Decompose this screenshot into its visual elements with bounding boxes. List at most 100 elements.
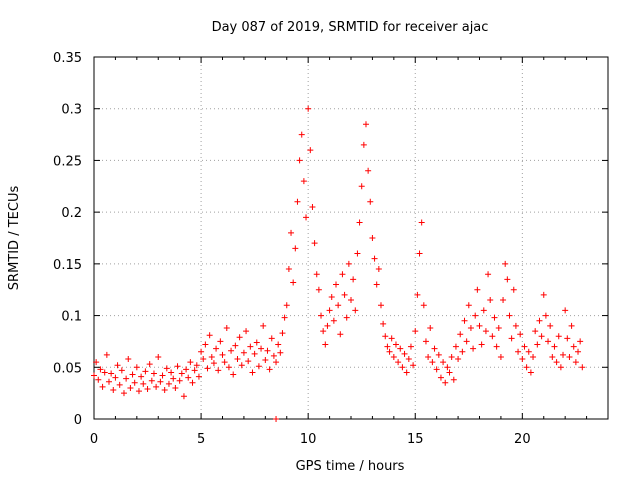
data-point xyxy=(219,351,226,358)
data-point xyxy=(343,314,350,321)
data-point xyxy=(283,302,290,309)
data-point xyxy=(127,384,134,391)
data-point xyxy=(572,359,579,366)
data-point xyxy=(566,353,573,360)
data-point xyxy=(440,359,447,366)
data-point xyxy=(258,345,265,352)
data-point xyxy=(435,351,442,358)
data-point xyxy=(515,348,522,355)
data-point xyxy=(230,371,237,378)
y-tick-label: 0.25 xyxy=(53,154,82,169)
data-point xyxy=(161,387,168,394)
data-point xyxy=(570,343,577,350)
data-point xyxy=(159,372,166,379)
data-point xyxy=(485,271,492,278)
data-point xyxy=(476,322,483,329)
data-point xyxy=(318,312,325,319)
data-point xyxy=(350,276,357,283)
plot-frame xyxy=(93,56,609,420)
data-point xyxy=(294,198,301,205)
data-point xyxy=(240,349,247,356)
data-point xyxy=(138,373,145,380)
data-point xyxy=(110,387,117,394)
data-point xyxy=(260,322,267,329)
data-point xyxy=(322,341,329,348)
data-point xyxy=(540,291,547,298)
data-point xyxy=(225,364,232,371)
data-point xyxy=(185,374,192,381)
data-point xyxy=(268,335,275,342)
data-point xyxy=(326,307,333,314)
data-point xyxy=(296,157,303,164)
y-tick-label: 0 xyxy=(74,413,82,428)
data-point xyxy=(324,322,331,329)
data-point xyxy=(525,348,532,355)
data-point xyxy=(367,198,374,205)
data-point xyxy=(170,375,177,382)
data-point xyxy=(352,307,359,314)
data-point xyxy=(150,370,157,377)
data-point xyxy=(300,178,307,185)
data-point xyxy=(551,343,558,350)
data-point xyxy=(228,347,235,354)
data-point xyxy=(487,297,494,304)
data-point xyxy=(165,380,172,387)
data-point xyxy=(292,245,299,252)
data-point xyxy=(174,363,181,370)
data-point xyxy=(568,322,575,329)
data-point xyxy=(358,183,365,190)
data-point xyxy=(489,333,496,340)
data-point xyxy=(168,369,175,376)
data-point xyxy=(123,375,130,382)
data-point xyxy=(395,359,402,366)
data-point xyxy=(455,356,462,363)
data-point xyxy=(493,343,500,350)
data-point xyxy=(99,383,106,390)
y-tick-label: 0.05 xyxy=(53,361,82,376)
y-tick-label: 0.15 xyxy=(53,258,82,273)
chart-title: Day 087 of 2019, SRMTID for receiver aja… xyxy=(212,20,489,35)
data-point xyxy=(262,357,269,364)
data-point xyxy=(555,333,562,340)
data-point xyxy=(390,353,397,360)
data-point xyxy=(506,312,513,319)
data-point xyxy=(320,328,327,335)
data-point xyxy=(575,348,582,355)
data-point xyxy=(538,333,545,340)
data-point xyxy=(251,350,258,357)
data-point xyxy=(305,105,312,112)
data-point xyxy=(183,366,190,373)
data-point xyxy=(495,324,502,331)
data-point xyxy=(407,343,414,350)
data-point xyxy=(403,369,410,376)
data-point xyxy=(195,373,202,380)
data-point xyxy=(309,203,316,210)
data-point xyxy=(491,314,498,321)
data-point xyxy=(101,369,108,376)
data-point xyxy=(416,250,423,257)
data-point xyxy=(93,359,100,366)
data-point xyxy=(412,328,419,335)
data-point xyxy=(547,322,554,329)
data-point xyxy=(221,359,228,366)
data-point xyxy=(420,302,427,309)
data-point xyxy=(146,361,153,368)
data-point xyxy=(553,359,560,366)
data-point xyxy=(362,121,369,128)
data-point xyxy=(512,322,519,329)
data-point xyxy=(105,378,112,385)
data-point xyxy=(392,341,399,348)
data-point xyxy=(405,356,412,363)
data-point xyxy=(198,348,205,355)
data-point xyxy=(275,341,282,348)
data-point xyxy=(279,330,286,337)
data-point xyxy=(125,356,132,363)
data-point xyxy=(215,367,222,374)
x-tick-label: 15 xyxy=(407,432,424,447)
data-point xyxy=(223,324,230,331)
x-tick-label: 5 xyxy=(197,432,205,447)
data-point xyxy=(577,338,584,345)
data-point xyxy=(380,320,387,327)
data-point xyxy=(155,353,162,360)
